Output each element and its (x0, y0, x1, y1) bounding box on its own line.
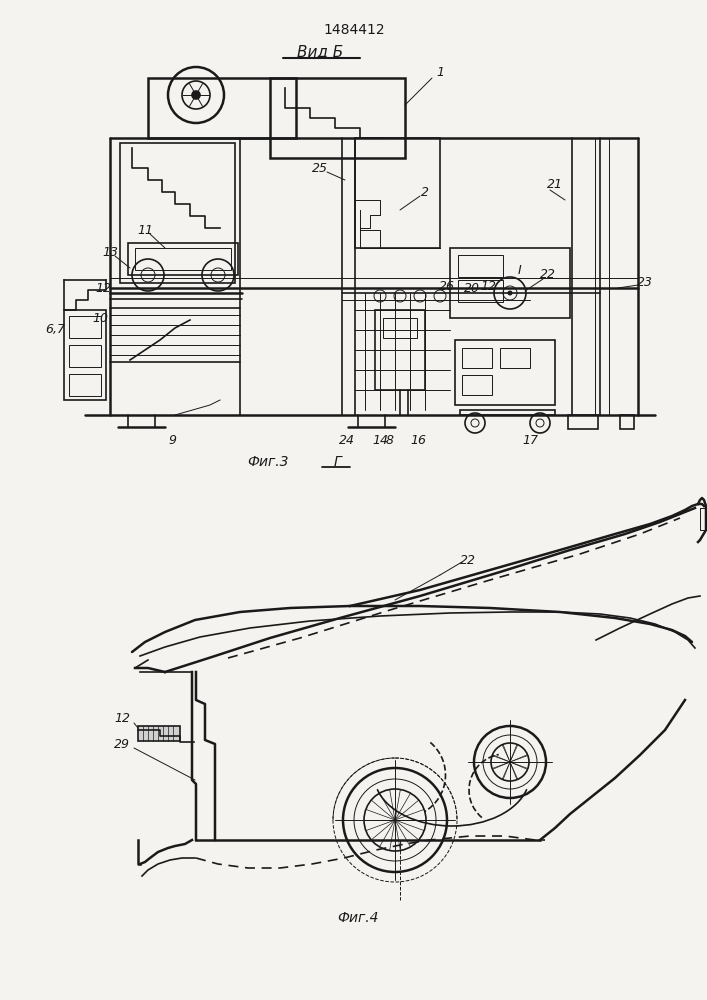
Text: 1: 1 (436, 66, 444, 79)
Text: 22: 22 (540, 268, 556, 282)
Text: 9: 9 (168, 434, 176, 446)
Text: 16: 16 (410, 434, 426, 446)
Text: 14: 14 (372, 434, 388, 446)
Text: 17: 17 (522, 434, 538, 446)
Text: 26: 26 (439, 279, 455, 292)
Bar (383, 318, 417, 338)
Bar (270, 78, 405, 158)
Bar (462, 348, 492, 368)
Text: Фиг.4: Фиг.4 (337, 911, 379, 925)
Bar (138, 726, 180, 741)
Bar (458, 280, 503, 302)
Text: 1484412: 1484412 (323, 23, 385, 37)
Bar (69, 374, 101, 396)
Text: 25: 25 (312, 161, 328, 174)
Circle shape (192, 91, 200, 99)
Text: 20: 20 (464, 282, 480, 294)
Bar (135, 248, 231, 270)
Text: 13: 13 (102, 245, 118, 258)
Bar (500, 348, 530, 368)
Text: 29: 29 (114, 738, 130, 752)
Text: 21: 21 (547, 178, 563, 192)
Bar (375, 310, 425, 390)
Bar (148, 78, 296, 138)
Bar (64, 310, 106, 400)
Text: 11: 11 (137, 224, 153, 236)
Bar (460, 410, 555, 415)
Text: 22: 22 (460, 554, 476, 566)
Text: 12: 12 (480, 279, 496, 292)
Bar (568, 415, 598, 429)
Bar (128, 243, 238, 275)
Bar (458, 255, 503, 277)
Text: 10: 10 (92, 312, 108, 324)
Text: 6,7: 6,7 (45, 324, 65, 336)
Bar (355, 138, 440, 248)
Text: 12: 12 (95, 282, 111, 294)
Circle shape (508, 291, 512, 295)
Text: 24: 24 (339, 434, 355, 446)
Bar (620, 415, 634, 429)
Text: Фиг.3: Фиг.3 (247, 455, 288, 469)
Bar (462, 375, 492, 395)
Text: 12: 12 (114, 712, 130, 724)
Text: Г: Г (334, 455, 342, 469)
Text: 2: 2 (421, 186, 429, 198)
Bar (69, 316, 101, 338)
Bar (455, 340, 555, 405)
Text: 8: 8 (386, 434, 394, 446)
Bar (120, 143, 235, 283)
Text: I: I (518, 263, 522, 276)
Bar (450, 248, 570, 318)
Text: Вид Б: Вид Б (297, 44, 343, 60)
Bar (69, 345, 101, 367)
Text: 23: 23 (637, 275, 653, 288)
Bar (595, 138, 609, 415)
